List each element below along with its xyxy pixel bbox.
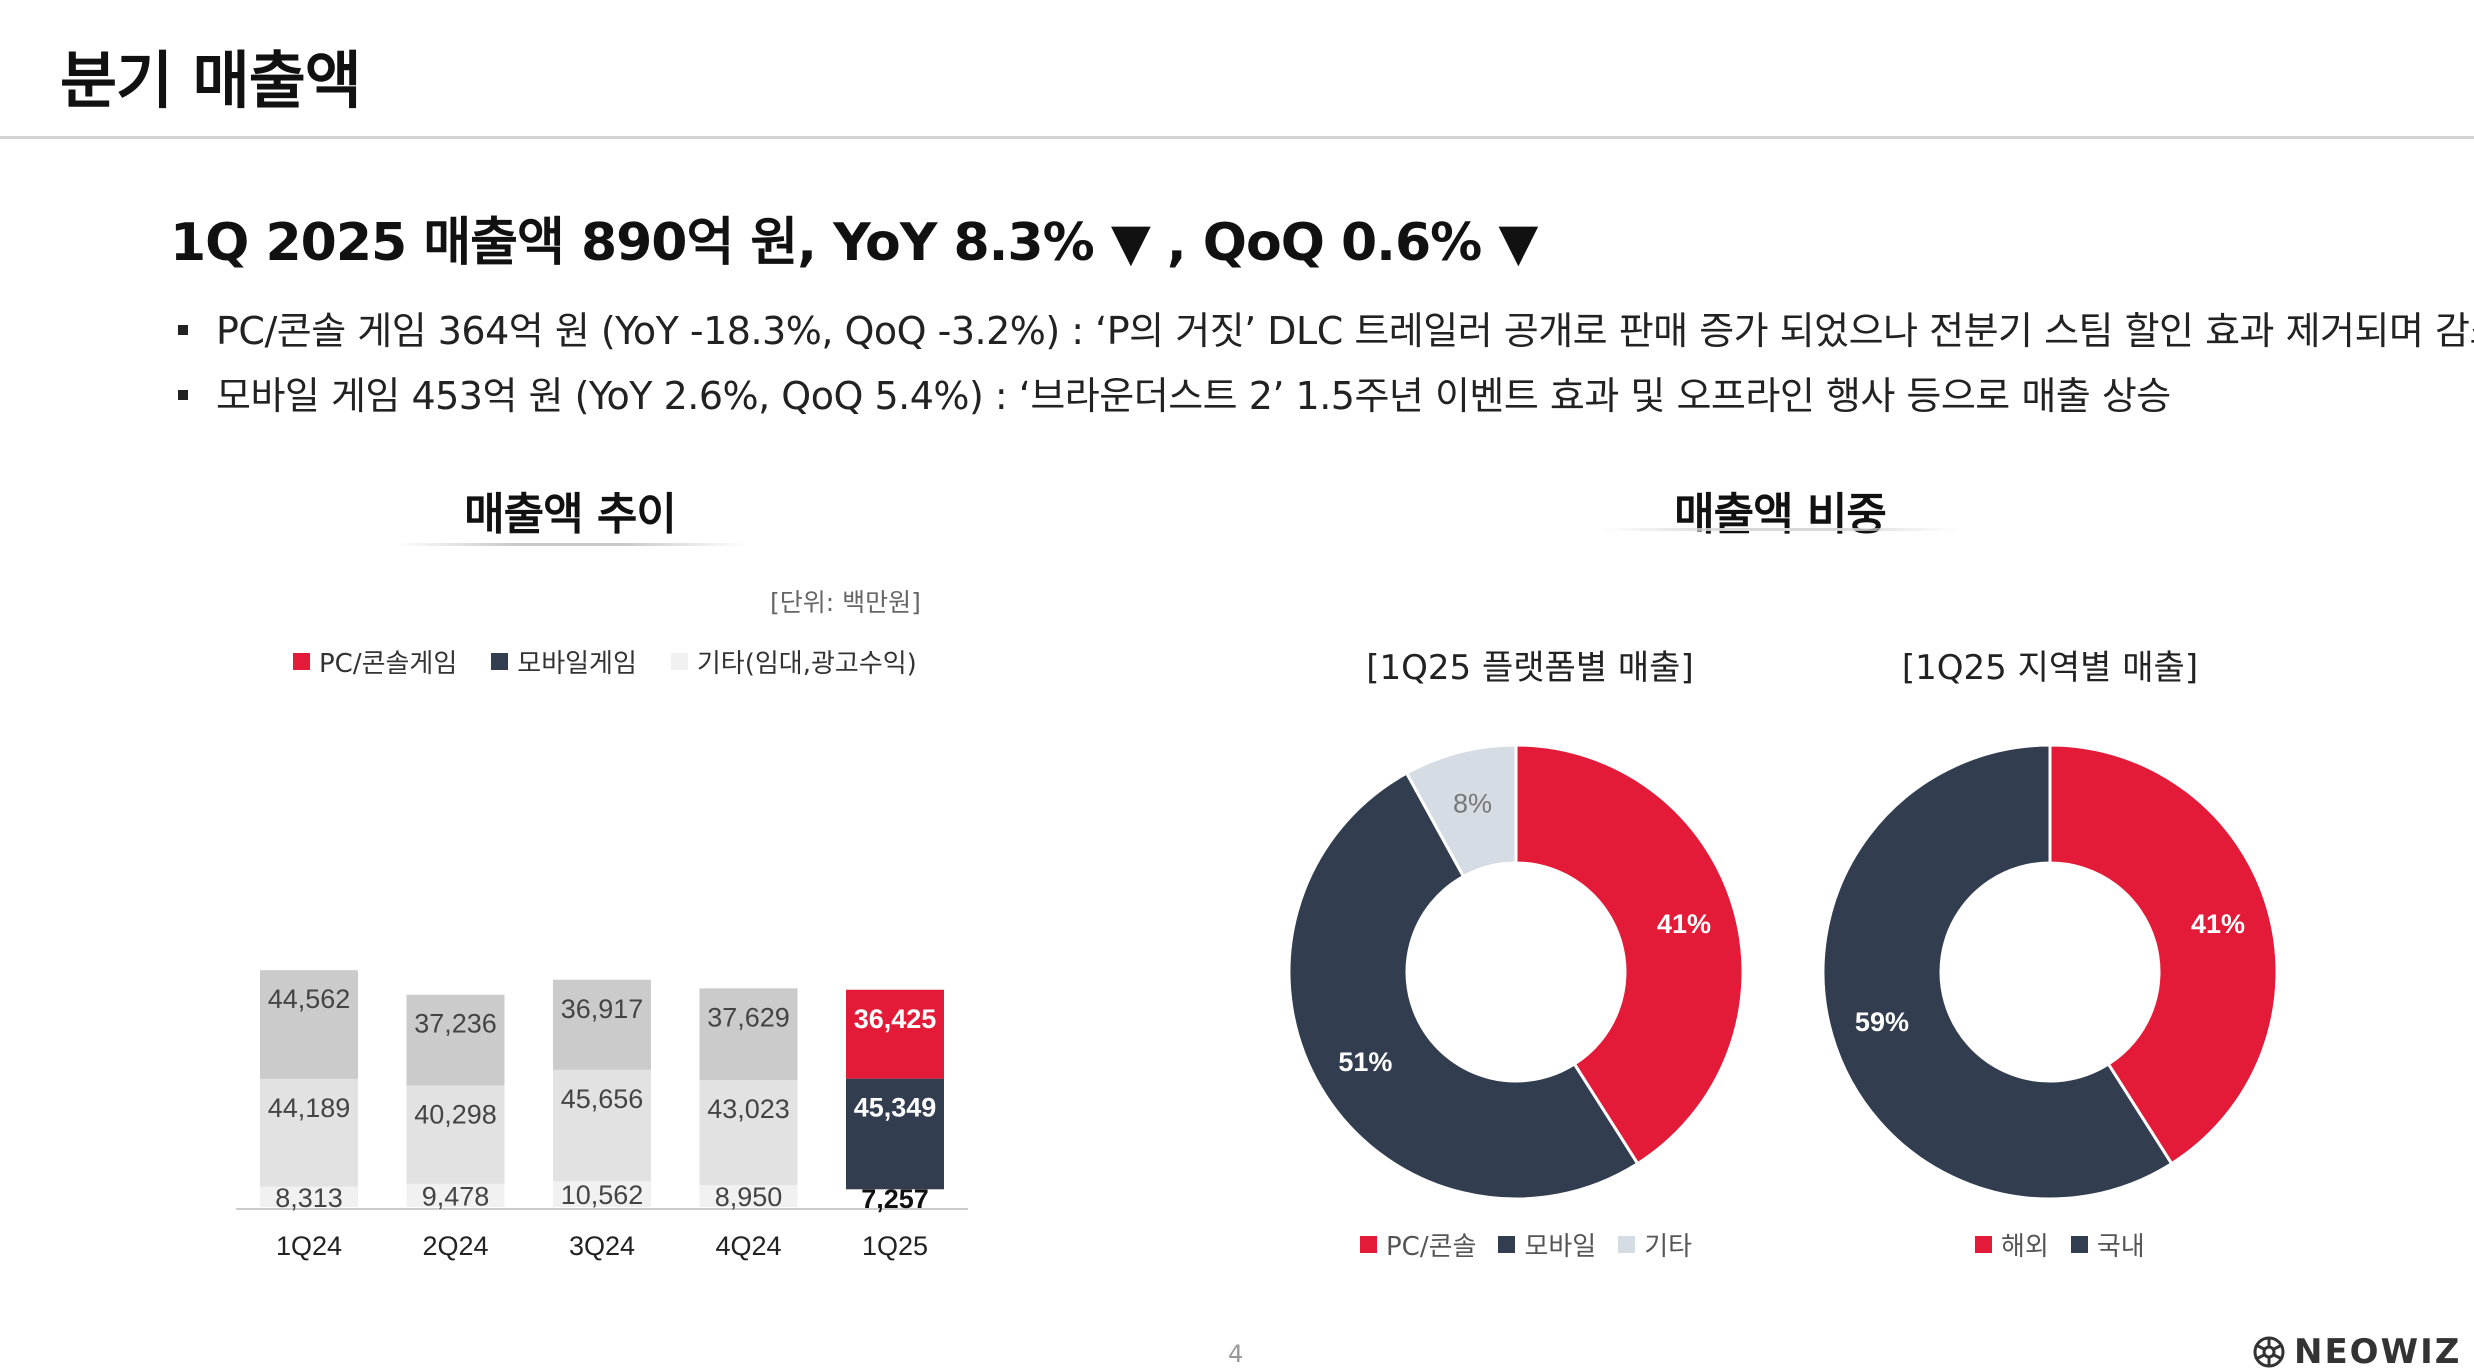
bullet-text: PC/콘솔 게임 364억 원 (YoY -18.3%, QoQ -3.2%) … (216, 309, 2474, 353)
region-donut-value-label: 59% (1855, 1007, 1909, 1037)
unit-label: [단위: 백만원] (770, 588, 921, 617)
x-tick-label: 1Q24 (276, 1231, 342, 1261)
legend-swatch (2070, 1236, 2088, 1253)
bar-chart-legend: PC/콘솔게임 모바일게임 기타(임대,광고수익) (293, 643, 917, 680)
neowiz-logo: NEOWIZ (2252, 1332, 2461, 1372)
legend-item-pc-console: PC/콘솔게임 (293, 643, 457, 680)
platform-donut-value-label: 8% (1453, 788, 1492, 818)
bullet-mobile: 모바일 게임 453억 원 (YoY 2.6%, QoQ 5.4%) : ‘브라… (178, 365, 2171, 420)
legend-label: PC/콘솔 (1386, 1232, 1477, 1262)
bullet-square-icon (178, 389, 188, 400)
bar-data-label: 37,629 (707, 1002, 790, 1032)
legend-label: 모바일게임 (517, 649, 637, 679)
platform-donut-value-label: 41% (1657, 909, 1711, 939)
legend-swatch (491, 653, 509, 670)
share-title-underline (1600, 528, 1960, 531)
bar-data-label: 44,189 (268, 1093, 351, 1123)
bar-segment-other (553, 1181, 651, 1207)
bar-data-label: 40,298 (414, 1100, 497, 1130)
platform-donut-value-label: 51% (1338, 1047, 1392, 1077)
bar-segment-mobile (846, 1078, 944, 1190)
region-donut-title: [1Q25 지역별 매출] (1901, 648, 2199, 688)
legend-swatch (1360, 1236, 1377, 1253)
x-tick-label: 1Q25 (862, 1231, 928, 1261)
region-donut-legend: 해외 국내 (1975, 1226, 2145, 1263)
region-donut-slice (1821, 743, 2174, 1201)
bar-segment-pc-console (260, 970, 358, 1079)
legend-item-mobile: 모바일 (1498, 1226, 1596, 1263)
bar-data-label: 8,950 (715, 1182, 783, 1212)
legend-item-overseas: 해외 (1975, 1226, 2049, 1263)
legend-swatch (1975, 1236, 1992, 1253)
legend-label: 모바일 (1524, 1232, 1597, 1262)
bar-data-label: 44,562 (268, 984, 351, 1014)
bullet-pc-console: PC/콘솔 게임 364억 원 (YoY -18.3%, QoQ -3.2%) … (178, 300, 2474, 355)
bar-segment-other (260, 1186, 358, 1207)
bar-data-label: 37,236 (414, 1009, 497, 1039)
bar-segment-mobile (699, 1080, 798, 1186)
x-tick-label: 2Q24 (422, 1231, 488, 1261)
legend-label: 기타 (1644, 1232, 1693, 1262)
bar-data-label: 8,313 (275, 1183, 343, 1213)
title-divider (0, 136, 2474, 139)
platform-donut-slice (1514, 743, 1745, 1166)
bar-data-label: 36,425 (854, 1004, 937, 1034)
legend-item-pc-console: PC/콘솔 (1360, 1226, 1476, 1263)
legend-label: 해외 (2001, 1232, 2049, 1262)
page-title: 분기 매출액 (60, 44, 362, 117)
page-number: 4 (1228, 1340, 1244, 1368)
legend-label: 국내 (2096, 1232, 2145, 1262)
bar-segment-pc-console (553, 979, 651, 1070)
bar-segment-other (699, 1185, 798, 1207)
bar-segment-pc-console (699, 988, 798, 1081)
trend-title-underline (395, 543, 745, 546)
bar-data-label: 9,478 (422, 1181, 490, 1211)
bar-segment-other (406, 1183, 505, 1207)
bar-segment-mobile (406, 1085, 505, 1184)
bar-segment-pc-console (846, 989, 944, 1079)
platform-donut-legend: PC/콘솔 모바일 기타 (1360, 1226, 1692, 1263)
headline: 1Q 2025 매출액 890억 원, YoY 8.3% ▼ , QoQ 0.6… (170, 213, 1538, 273)
platform-donut-slice (1287, 771, 1640, 1201)
legend-swatch (1498, 1236, 1516, 1253)
trend-section-title: 매출액 추이 (464, 489, 677, 540)
x-tick-label: 4Q24 (715, 1231, 781, 1261)
legend-swatch (670, 653, 688, 670)
legend-swatch (293, 653, 310, 670)
bar-data-label: 45,656 (561, 1084, 644, 1114)
bar-data-label: 36,917 (561, 994, 644, 1024)
x-tick-label: 3Q24 (569, 1231, 635, 1261)
legend-item-mobile: 모바일게임 (491, 643, 637, 680)
share-section-title: 매출액 비중 (1674, 489, 1887, 540)
legend-swatch (1618, 1236, 1636, 1253)
legend-label: PC/콘솔게임 (319, 649, 458, 679)
bar-segment-other (846, 1189, 944, 1207)
neowiz-logo-icon (2253, 1336, 2285, 1368)
region-donut-value-label: 41% (2191, 909, 2245, 939)
region-donut-slice (2048, 743, 2279, 1166)
bar-segment-mobile (260, 1078, 358, 1187)
bullet-text: 모바일 게임 453억 원 (YoY 2.6%, QoQ 5.4%) : ‘브라… (216, 374, 2171, 418)
legend-label: 기타(임대,광고수익) (696, 649, 917, 679)
legend-item-other: 기타(임대,광고수익) (670, 643, 917, 680)
bar-segment-mobile (553, 1069, 651, 1182)
logo-text: NEOWIZ (2294, 1332, 2462, 1372)
legend-item-other: 기타 (1618, 1226, 1692, 1263)
bullet-square-icon (178, 324, 188, 335)
platform-donut-slice (1404, 743, 1518, 879)
platform-donut-title: [1Q25 플랫폼별 매출] (1366, 648, 1694, 688)
bar-data-label: 10,562 (561, 1180, 644, 1210)
bar-segment-pc-console (406, 994, 505, 1086)
bar-data-label: 43,023 (707, 1094, 790, 1124)
legend-item-domestic: 국내 (2070, 1226, 2145, 1263)
bar-data-label: 45,349 (854, 1093, 937, 1123)
